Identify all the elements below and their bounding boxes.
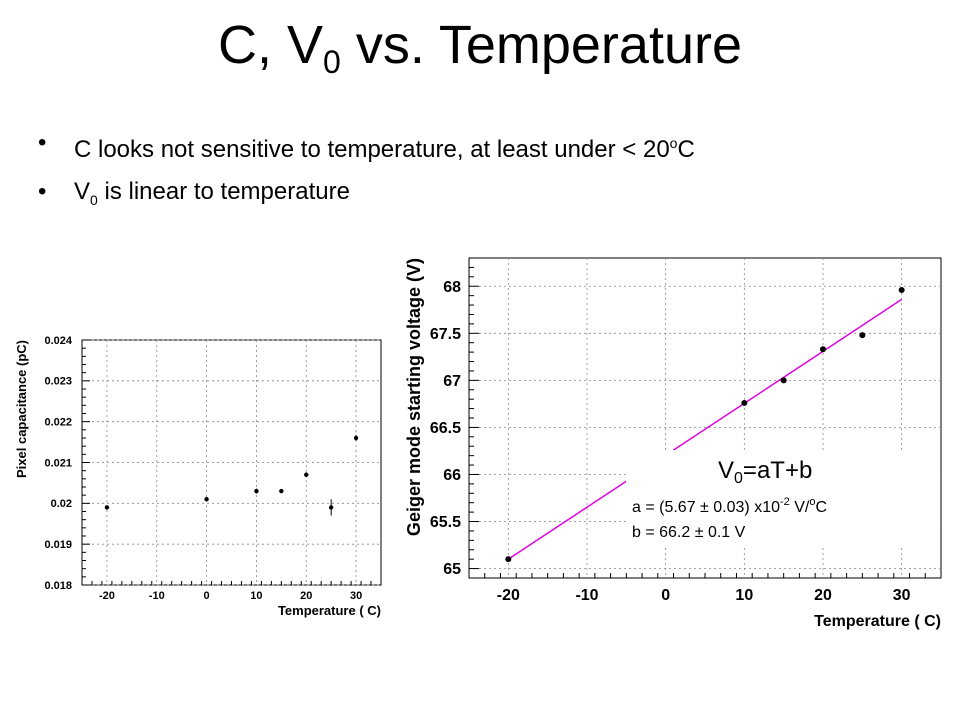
x-tick-label: 20 <box>814 587 832 604</box>
y-tick-label: 0.022 <box>44 417 72 429</box>
annotation-b-line: b = 66.2 ± 0.1 V <box>632 524 746 541</box>
bullet-2-post: is linear to temperature <box>97 178 350 205</box>
x-tick-label: -10 <box>575 587 598 604</box>
data-point <box>898 287 905 293</box>
y-tick-label: 67.5 <box>430 326 461 343</box>
data-point <box>254 488 259 494</box>
x-tick-label: 10 <box>250 590 262 602</box>
title-subscript: 0 <box>323 44 341 80</box>
x-tick-label: 30 <box>350 590 362 602</box>
y-tick-label: 66 <box>443 467 461 484</box>
y-tick-label: 67 <box>443 373 461 390</box>
data-point <box>328 505 334 510</box>
bullet-dot-icon: • <box>38 129 47 156</box>
y-tick-label: 66.5 <box>430 420 461 437</box>
y-tick-label: 0.019 <box>44 539 72 551</box>
annotation-a-part: -2 <box>780 496 790 508</box>
fit-line <box>507 298 903 560</box>
bullet-item-1: • C looks not sensitive to temperature, a… <box>38 122 695 171</box>
slide-title: C, V0 vs. Temperature <box>0 10 960 97</box>
x-tick-label: -20 <box>99 590 115 602</box>
data-point <box>820 346 826 353</box>
x-tick-label: -10 <box>149 590 165 602</box>
data-point <box>304 472 309 477</box>
data-point <box>353 435 359 441</box>
bullet-list: • C looks not sensitive to temperature, a… <box>38 122 695 221</box>
bullet-dot-icon: • <box>38 178 47 205</box>
y-tick-label: 0.021 <box>44 457 72 469</box>
y-tick-label: 65 <box>443 561 461 578</box>
annotation-a-part: o <box>809 496 815 508</box>
bullet-item-2: • V0 is linear to temperature <box>38 171 695 221</box>
data-point <box>741 399 748 406</box>
data-point <box>859 332 866 339</box>
x-tick-label: 0 <box>661 587 670 604</box>
annotation-box <box>626 450 940 546</box>
x-axis-title: Temperature ( C) <box>814 613 941 630</box>
bullet-1-post: C <box>677 136 695 163</box>
fit-annotation: V0=aT+ba = (5.67 ± 0.03) x10-2 V/oCb = 6… <box>626 450 940 546</box>
y-axis-title: Geiger mode starting voltage (V) <box>404 258 424 536</box>
x-tick-label: 0 <box>204 590 210 602</box>
bullet-1-text: C looks not sensitive to temperature, at… <box>74 136 670 163</box>
annotation-title-sub: 0 <box>734 470 743 487</box>
bullet-2-sub: 0 <box>90 191 98 208</box>
y-tick-label: 0.02 <box>51 498 72 510</box>
data-point <box>204 497 209 502</box>
title-main: C, V <box>217 15 324 75</box>
title-rest: vs. Temperature <box>340 15 742 75</box>
data-point <box>505 556 512 563</box>
annotation-a-part: a = (5.67 ± 0.03) x10 <box>632 499 780 516</box>
annotation-a-part: C <box>815 499 827 516</box>
y-tick-label: 0.023 <box>44 376 72 388</box>
data-point <box>104 505 110 510</box>
x-tick-label: 20 <box>300 590 312 602</box>
x-axis-title: Temperature ( C) <box>278 603 381 618</box>
y-tick-label: 0.018 <box>44 580 72 592</box>
y-tick-label: 68 <box>443 279 461 296</box>
annotation-a-part: V/ <box>790 499 810 516</box>
bullet-1-sup: o <box>669 135 678 151</box>
y-tick-label: 0.024 <box>44 335 72 347</box>
x-tick-label: 30 <box>893 587 911 604</box>
data-point <box>780 377 787 384</box>
annotation-title-pre: V <box>718 457 734 484</box>
data-point <box>279 488 284 494</box>
annotation-a-line: a = (5.67 ± 0.03) x10-2 V/oC <box>632 496 827 516</box>
x-tick-label: -20 <box>497 587 520 604</box>
x-tick-label: 10 <box>735 587 753 604</box>
annotation-title-post: =aT+b <box>743 457 812 484</box>
plot-frame <box>81 339 382 586</box>
annotation-title: V0=aT+b <box>718 457 812 487</box>
y-axis-title: Pixel capacitance (pC) <box>14 340 29 478</box>
y-tick-label: 65.5 <box>430 514 461 531</box>
bullet-2-text: V <box>74 178 91 205</box>
